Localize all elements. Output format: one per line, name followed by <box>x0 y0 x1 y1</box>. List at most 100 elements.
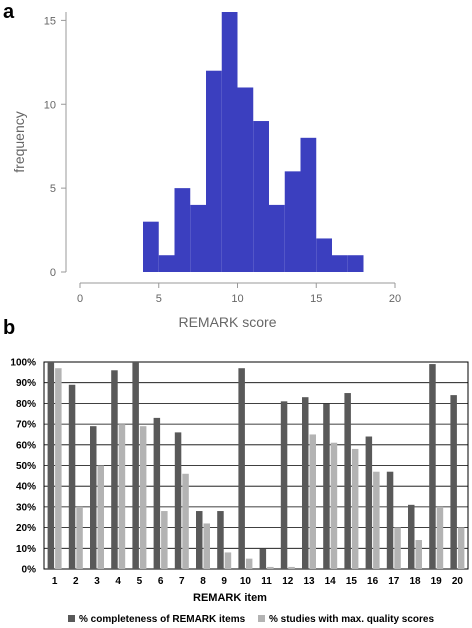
histogram-bar <box>284 171 301 272</box>
bar-completeness <box>238 368 245 569</box>
y-tick-label: 30% <box>16 502 36 513</box>
x-tick-label: 17 <box>388 576 400 587</box>
y-tick-label: 90% <box>16 378 36 389</box>
x-axis-title: REMARK item <box>193 592 267 604</box>
bar-max-quality <box>97 465 104 569</box>
bar-completeness <box>302 397 309 569</box>
bar-max-quality <box>224 552 232 569</box>
histogram-bar <box>347 255 364 272</box>
bar-completeness <box>68 384 76 569</box>
histogram-panel-a: 0 5 10 15 20 REMARK score 0 5 10 15 frequency <box>11 12 401 330</box>
bar-completeness <box>153 417 161 569</box>
histogram-bar <box>174 188 191 272</box>
bar-completeness <box>323 403 330 569</box>
bar-completeness <box>259 548 267 569</box>
bar-completeness <box>429 364 436 569</box>
y-tick-label: 70% <box>16 420 36 431</box>
histogram-bar <box>190 204 206 272</box>
x-tick-label: 7 <box>179 576 185 587</box>
legend-swatch <box>68 615 75 622</box>
bar-completeness <box>280 401 288 569</box>
bar-completeness <box>111 370 118 569</box>
x-tick-label: 16 <box>367 576 379 587</box>
x-tick-label: 19 <box>431 576 443 587</box>
bar-completeness <box>196 511 203 569</box>
bar-max-quality <box>436 506 444 569</box>
histogram-bar <box>221 12 238 272</box>
histogram-bar <box>143 221 159 272</box>
bar-completeness <box>174 432 182 569</box>
x-tick-label: 5 <box>156 293 162 305</box>
x-tick-label: 4 <box>115 576 121 587</box>
x-tick-label: 18 <box>409 576 421 587</box>
y-tick-label: 10 <box>44 99 56 111</box>
bar-completeness <box>450 395 457 569</box>
y-tick-label: 40% <box>16 482 36 493</box>
x-tick-label: 15 <box>346 576 358 587</box>
histogram-bar <box>316 238 332 272</box>
y-tick-label: 20% <box>16 523 36 534</box>
bar-completeness <box>47 362 55 569</box>
bar-max-quality <box>373 471 380 569</box>
x-tick-label: 10 <box>240 576 252 587</box>
x-tick-label: 3 <box>94 576 100 587</box>
bar-max-quality <box>203 523 210 569</box>
bar-max-quality <box>351 448 359 569</box>
x-tick-label: 0 <box>77 293 83 305</box>
y-tick-label: 0% <box>22 565 37 576</box>
bar-max-quality <box>330 442 338 569</box>
histogram-bar <box>269 204 285 272</box>
x-tick-label: 8 <box>200 576 206 587</box>
y-tick-label: 15 <box>44 15 56 27</box>
bar-completeness <box>217 511 224 569</box>
x-tick-label: 20 <box>452 576 464 587</box>
bar-completeness <box>408 504 415 569</box>
histogram-bar <box>332 255 348 272</box>
legend-swatch <box>258 615 265 622</box>
bar-max-quality <box>394 527 401 569</box>
bar-completeness <box>90 426 97 569</box>
y-tick-label: 80% <box>16 399 36 410</box>
bar-completeness <box>132 362 139 569</box>
bar-max-quality <box>457 527 465 569</box>
x-tick-label: 9 <box>221 576 227 587</box>
bar-completeness <box>365 436 373 569</box>
bar-max-quality <box>139 426 147 569</box>
bar-completeness <box>344 393 351 569</box>
x-tick-label: 10 <box>231 293 243 305</box>
bar-max-quality <box>161 511 168 569</box>
x-tick-label: 13 <box>303 576 315 587</box>
y-tick-label: 0 <box>50 267 56 279</box>
x-tick-label: 2 <box>73 576 79 587</box>
histogram-bar <box>253 121 269 272</box>
x-tick-label: 20 <box>389 293 401 305</box>
bar-max-quality <box>288 566 295 569</box>
x-tick-label: 11 <box>261 576 272 587</box>
x-tick-label: 6 <box>158 576 164 587</box>
y-tick-label: 100% <box>10 358 36 369</box>
bar-max-quality <box>415 540 422 569</box>
x-tick-label: 15 <box>310 293 322 305</box>
bar-max-quality <box>267 566 274 569</box>
x-tick-label: 1 <box>52 576 58 587</box>
y-tick-label: 60% <box>16 440 36 451</box>
bar-max-quality <box>309 434 316 569</box>
legend-label: % studies with max. quality scores <box>269 614 434 625</box>
histogram-bar <box>158 255 175 272</box>
bar-max-quality <box>55 368 62 569</box>
histogram-bar <box>300 137 317 272</box>
y-tick-label: 50% <box>16 461 36 472</box>
panel-label-a: a <box>3 1 15 23</box>
bar-max-quality <box>118 424 126 569</box>
bar-max-quality <box>76 506 83 569</box>
x-axis-title: REMARK score <box>178 314 276 330</box>
bar-completeness <box>386 471 394 569</box>
x-tick-label: 14 <box>325 576 337 587</box>
x-tick-label: 5 <box>137 576 143 587</box>
x-tick-label: 12 <box>282 576 294 587</box>
histogram-bar <box>237 87 254 272</box>
bar-max-quality <box>245 558 253 569</box>
panel-label-b: b <box>3 317 15 339</box>
bar-max-quality <box>182 473 189 569</box>
